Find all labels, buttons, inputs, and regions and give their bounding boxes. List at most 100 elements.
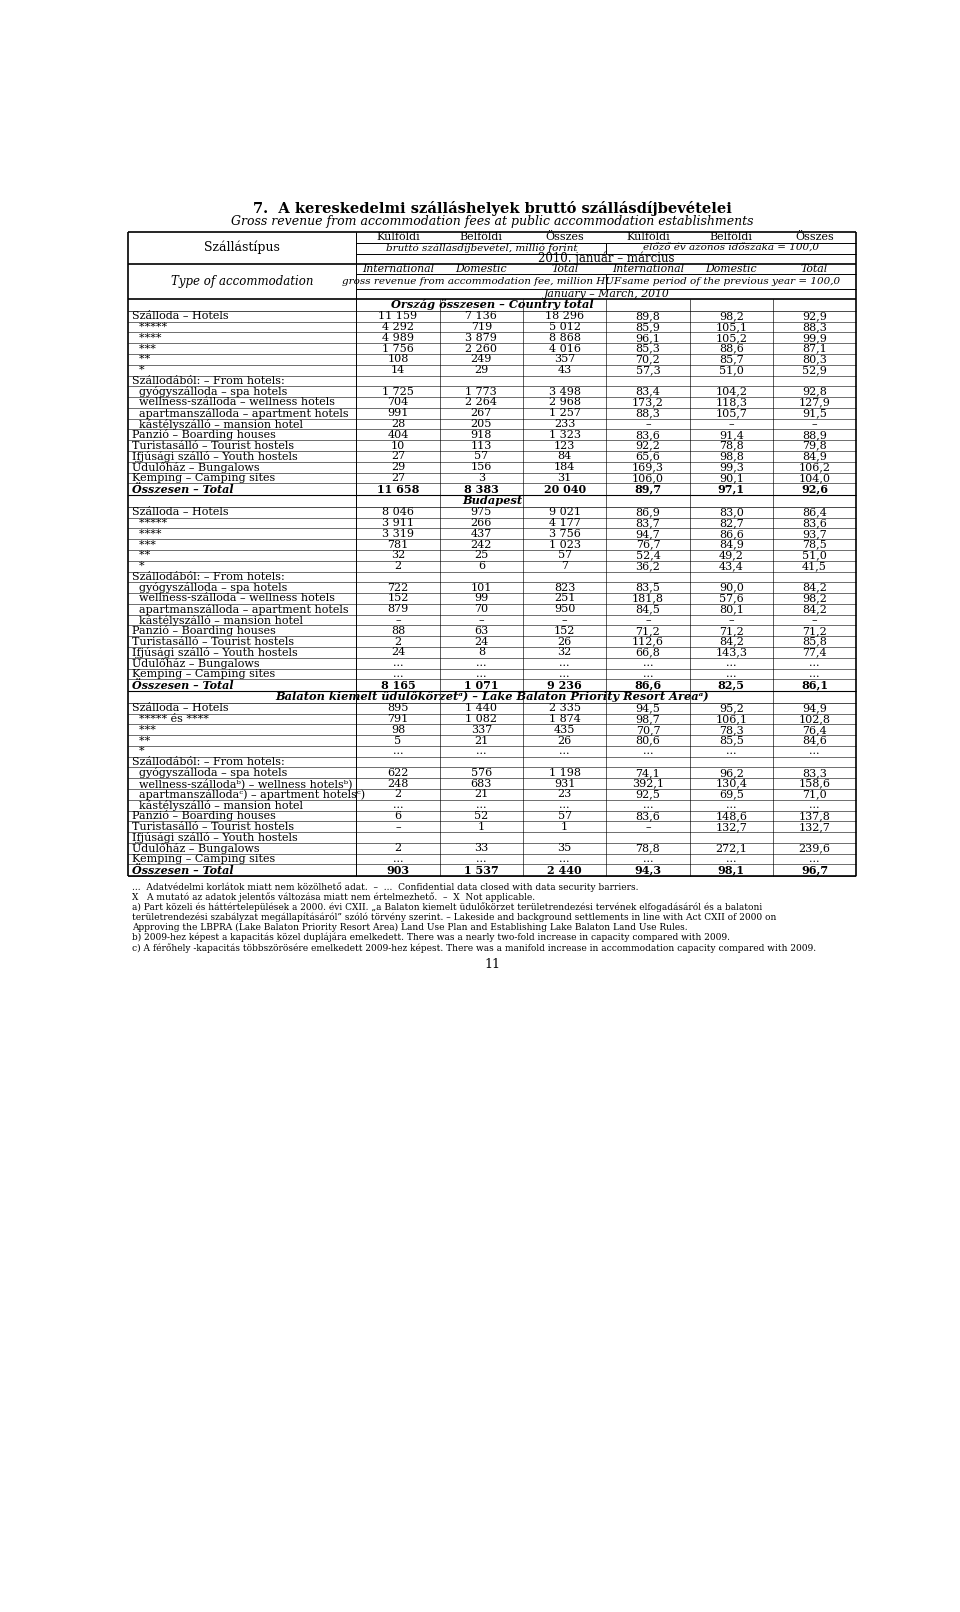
Text: ...: ... [393, 658, 403, 667]
Text: 86,6: 86,6 [635, 680, 661, 690]
Text: Kemping – Camping sites: Kemping – Camping sites [132, 854, 276, 864]
Text: 1: 1 [561, 822, 568, 832]
Text: 991: 991 [387, 408, 409, 418]
Text: 85,9: 85,9 [636, 322, 660, 332]
Text: 3 879: 3 879 [466, 332, 497, 343]
Text: 1 537: 1 537 [464, 864, 498, 875]
Text: 156: 156 [470, 463, 492, 472]
Text: gyógyszálloda – spa hotels: gyógyszálloda – spa hotels [132, 387, 288, 397]
Text: 249: 249 [470, 355, 492, 364]
Text: Ifjúsági szálló – Youth hostels: Ifjúsági szálló – Youth hostels [132, 832, 299, 843]
Text: 148,6: 148,6 [715, 811, 747, 821]
Text: 169,3: 169,3 [632, 463, 664, 472]
Text: Kemping – Camping sites: Kemping – Camping sites [132, 669, 276, 679]
Text: *****: ***** [132, 517, 168, 529]
Text: 2 260: 2 260 [466, 343, 497, 353]
Text: 57,3: 57,3 [636, 366, 660, 376]
Text: 99: 99 [474, 593, 489, 603]
Text: 88,3: 88,3 [636, 408, 660, 418]
Text: 1 323: 1 323 [549, 430, 581, 440]
Text: 78,5: 78,5 [803, 540, 827, 550]
Text: ...: ... [476, 658, 487, 667]
Text: 931: 931 [554, 779, 575, 788]
Text: 94,7: 94,7 [636, 529, 660, 538]
Text: Összesen – Total: Összesen – Total [132, 484, 234, 495]
Text: 11 658: 11 658 [377, 484, 420, 495]
Text: 2: 2 [395, 637, 401, 646]
Text: 71,0: 71,0 [803, 790, 827, 800]
Text: 83,0: 83,0 [719, 508, 744, 517]
Text: 88,6: 88,6 [719, 343, 744, 353]
Text: 2: 2 [395, 843, 401, 853]
Text: 127,9: 127,9 [799, 398, 830, 408]
Text: 85,7: 85,7 [719, 355, 744, 364]
Text: 205: 205 [470, 419, 492, 429]
Text: 90,1: 90,1 [719, 472, 744, 484]
Text: 32: 32 [558, 648, 572, 658]
Text: 1 198: 1 198 [549, 767, 581, 779]
Text: *: * [132, 366, 145, 376]
Text: 704: 704 [388, 398, 409, 408]
Text: Ifjúsági szálló – Youth hostels: Ifjúsági szálló – Youth hostels [132, 646, 299, 658]
Text: 33: 33 [474, 843, 489, 853]
Text: 2 335: 2 335 [549, 703, 581, 713]
Text: 1 071: 1 071 [464, 680, 498, 690]
Text: 51,0: 51,0 [719, 366, 744, 376]
Text: ...: ... [560, 669, 570, 679]
Text: 1 257: 1 257 [549, 408, 581, 418]
Text: 27: 27 [391, 472, 405, 484]
Text: 272,1: 272,1 [715, 843, 747, 853]
Text: ...: ... [726, 746, 736, 756]
Text: 52,4: 52,4 [636, 550, 660, 561]
Text: 1 725: 1 725 [382, 387, 414, 397]
Text: 102,8: 102,8 [799, 714, 830, 724]
Text: Belföldi: Belföldi [709, 232, 753, 242]
Text: Ifjúsági szálló – Youth hostels: Ifjúsági szálló – Youth hostels [132, 451, 299, 463]
Text: Szálloda – Hotels: Szálloda – Hotels [132, 508, 229, 517]
Text: Összesen – Total: Összesen – Total [132, 680, 234, 690]
Text: előző év azonos időszaka = 100,0: előző év azonos időszaka = 100,0 [643, 243, 819, 253]
Text: 84,2: 84,2 [803, 604, 827, 614]
Text: 99,9: 99,9 [803, 332, 827, 343]
Text: –: – [645, 822, 651, 832]
Text: kástélyszálló – mansion hotel: kástélyszálló – mansion hotel [132, 614, 303, 625]
Text: 143,3: 143,3 [715, 648, 747, 658]
Text: ...: ... [642, 854, 653, 864]
Text: ...: ... [809, 669, 820, 679]
Text: Szállodából: – From hotels:: Szállodából: – From hotels: [132, 376, 285, 385]
Text: **: ** [132, 550, 151, 561]
Text: 104,0: 104,0 [799, 472, 830, 484]
Text: 80,3: 80,3 [803, 355, 827, 364]
Text: 76,7: 76,7 [636, 540, 660, 550]
Text: wellness-szálloda – wellness hotels: wellness-szálloda – wellness hotels [132, 398, 335, 408]
Text: 84,9: 84,9 [719, 540, 744, 550]
Text: Összes: Összes [545, 232, 584, 242]
Text: 105,2: 105,2 [715, 332, 747, 343]
Text: 26: 26 [558, 637, 572, 646]
Text: 8 165: 8 165 [381, 680, 416, 690]
Text: 29: 29 [391, 463, 405, 472]
Text: 70,7: 70,7 [636, 725, 660, 735]
Text: –: – [812, 616, 817, 625]
Text: ***: *** [132, 343, 156, 353]
Text: 1 874: 1 874 [549, 714, 581, 724]
Text: 137,8: 137,8 [799, 811, 830, 821]
Text: 879: 879 [388, 604, 409, 614]
Text: 266: 266 [470, 517, 492, 529]
Text: 173,2: 173,2 [632, 398, 664, 408]
Text: 78,8: 78,8 [719, 440, 744, 451]
Text: 83,7: 83,7 [636, 517, 660, 529]
Text: 1 756: 1 756 [382, 343, 414, 353]
Text: 248: 248 [387, 779, 409, 788]
Text: 94,3: 94,3 [635, 864, 661, 875]
Text: –: – [396, 616, 401, 625]
Text: ...: ... [560, 800, 570, 811]
Text: 576: 576 [470, 767, 492, 779]
Text: 57: 57 [558, 550, 572, 561]
Text: 2: 2 [395, 561, 401, 571]
Text: 106,0: 106,0 [632, 472, 664, 484]
Text: 83,3: 83,3 [803, 767, 827, 779]
Text: 83,4: 83,4 [636, 387, 660, 397]
Text: –: – [729, 419, 734, 429]
Text: ...: ... [393, 746, 403, 756]
